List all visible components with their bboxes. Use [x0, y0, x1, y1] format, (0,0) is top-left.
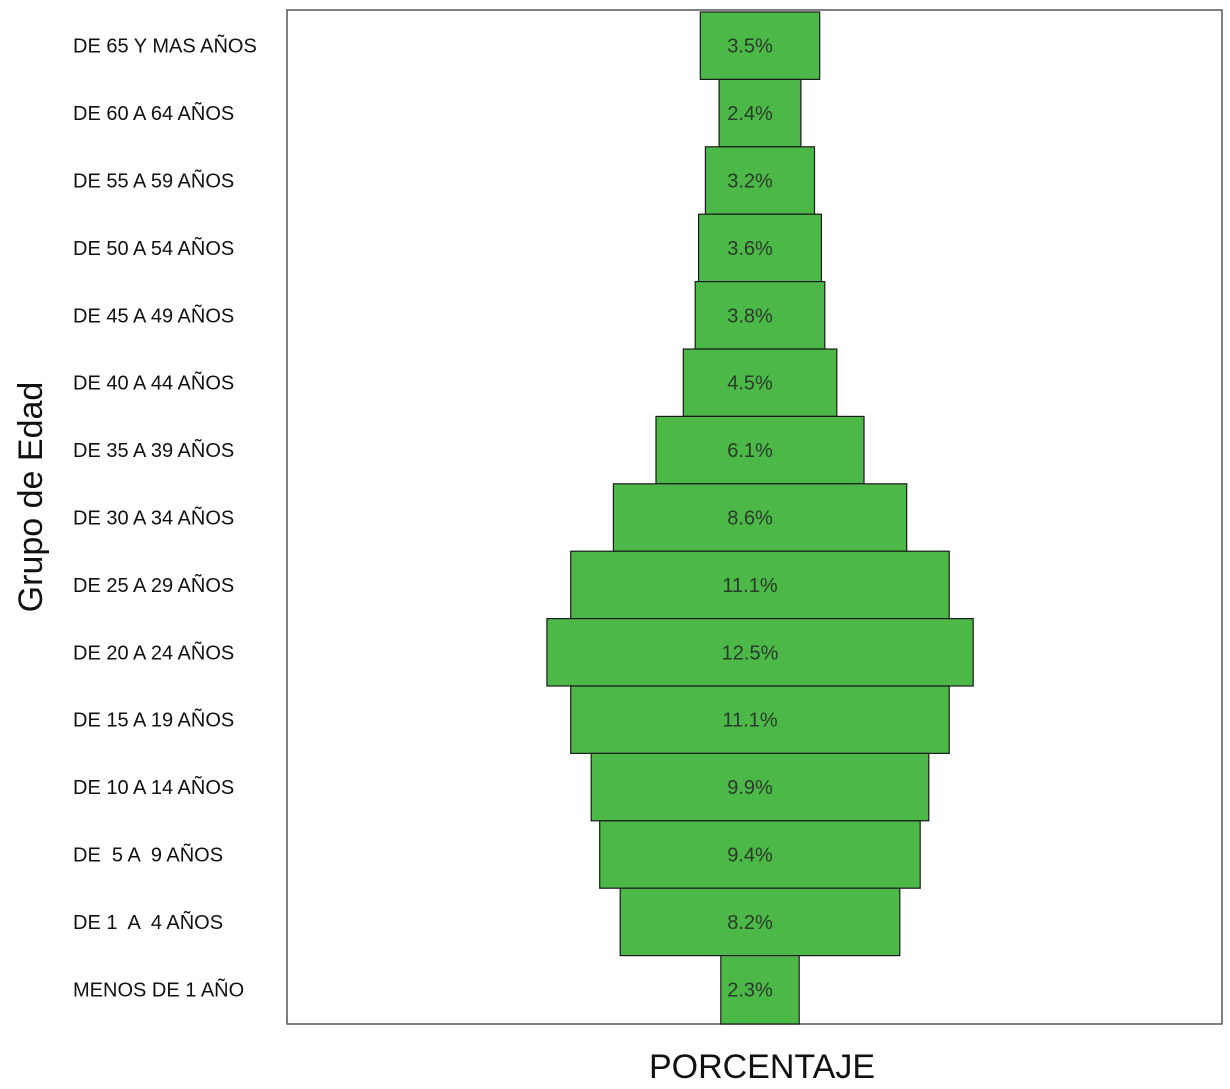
category-label-0: DE 65 Y MAS AÑOS: [73, 34, 257, 58]
bar-14: [720, 954, 800, 1025]
value-label-2: 3.2%: [727, 171, 773, 193]
value-label-5: 4.5%: [727, 373, 773, 395]
bar-11: [590, 752, 930, 822]
value-label-0: 3.5%: [727, 36, 773, 58]
category-label-4: DE 45 A 49 AÑOS: [73, 303, 234, 327]
bar-12: [599, 820, 921, 889]
bar-10: [570, 685, 950, 755]
value-label-12: 9.4%: [727, 845, 773, 867]
value-label-8: 11.1%: [722, 575, 777, 597]
value-label-14: 2.3%: [727, 979, 773, 1001]
category-label-13: DE 1 A 4 AÑOS: [73, 910, 223, 934]
category-label-6: DE 35 A 39 AÑOS: [73, 438, 234, 462]
category-label-1: DE 60 A 64 AÑOS: [73, 101, 234, 125]
bar-13: [619, 887, 901, 957]
category-label-12: DE 5 A 9 AÑOS: [73, 843, 223, 867]
value-label-9: 12.5%: [722, 642, 779, 664]
x-axis-title: PORCENTAJE: [649, 1048, 875, 1084]
value-label-7: 8.6%: [727, 508, 773, 530]
category-label-11: DE 10 A 14 AÑOS: [73, 775, 234, 799]
bar-4: [694, 281, 826, 350]
category-label-14: MENOS DE 1 AÑO: [73, 977, 244, 1001]
value-label-13: 8.2%: [727, 912, 773, 934]
value-label-6: 6.1%: [727, 440, 773, 462]
value-labels-layer: 3.5% 2.4% 3.2% 3.6% 3.8% 4.5% 6.1% 8.6% 11.1% 12.…: [722, 36, 779, 1002]
category-label-9: DE 20 A 24 AÑOS: [73, 640, 234, 664]
y-axis-title: Grupo de Edad: [12, 382, 50, 613]
value-label-1: 2.4%: [727, 103, 773, 125]
bar-1: [718, 78, 802, 148]
bar-9: [546, 617, 974, 687]
category-label-2: DE 55 A 59 AÑOS: [73, 169, 234, 193]
category-label-7: DE 30 A 34 AÑOS: [73, 506, 234, 530]
bar-3: [697, 213, 822, 283]
category-label-8: DE 25 A 29 AÑOS: [73, 573, 234, 597]
bar-2: [704, 146, 816, 215]
value-label-11: 9.9%: [727, 777, 773, 799]
bar-8: [570, 550, 950, 620]
value-label-3: 3.6%: [727, 238, 773, 260]
category-label-10: DE 15 A 19 AÑOS: [73, 708, 234, 732]
value-label-4: 3.8%: [727, 305, 773, 327]
category-labels-layer: DE 65 Y MAS AÑOS DE 60 A 64 AÑOS DE 55 A 5…: [73, 34, 257, 1002]
bar-6: [655, 415, 865, 485]
bars-layer: [546, 11, 974, 1025]
category-label-5: DE 40 A 44 AÑOS: [73, 371, 234, 395]
category-label-3: DE 50 A 54 AÑOS: [73, 236, 234, 260]
value-label-10: 11.1%: [722, 710, 777, 732]
bar-0: [699, 11, 821, 81]
